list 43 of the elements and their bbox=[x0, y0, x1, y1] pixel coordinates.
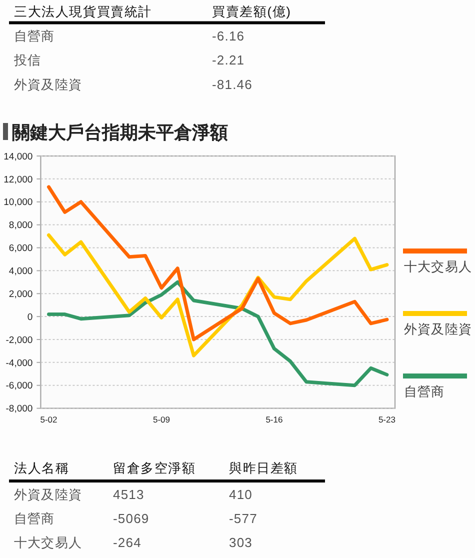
data-label: -5069 bbox=[113, 511, 150, 526]
text: 留倉多空淨額 bbox=[113, 460, 196, 476]
y-tick-label: 2,000 bbox=[8, 288, 33, 300]
legend-label: 十大交易人 bbox=[404, 259, 472, 274]
x-tick-label: 5-23 bbox=[378, 414, 396, 424]
data-label: -6.16 bbox=[212, 28, 245, 44]
text: 與昨日差額 bbox=[229, 460, 298, 476]
x-tick-label: 5-16 bbox=[266, 414, 283, 424]
y-tick-label: -6,000 bbox=[6, 380, 33, 392]
x-tick-label: 5-02 bbox=[40, 414, 58, 424]
legend-label: 自營商 bbox=[404, 384, 445, 399]
data-label: 410 bbox=[229, 487, 252, 502]
y-tick-label: 10,000 bbox=[4, 197, 33, 208]
data-label: -2.21 bbox=[212, 52, 245, 68]
data-label: 4513 bbox=[113, 487, 144, 502]
y-tick-label: 14,000 bbox=[4, 151, 33, 162]
y-tick-label: -2,000 bbox=[6, 334, 33, 346]
data-label: 303 bbox=[229, 535, 252, 550]
category-label: 外資及陸資 bbox=[14, 487, 82, 502]
line-series bbox=[47, 185, 389, 342]
legend-label: 外資及陸資 bbox=[404, 322, 472, 336]
data-label: -577 bbox=[229, 511, 258, 526]
data-label: -81.46 bbox=[212, 76, 252, 92]
category-label: 投信 bbox=[13, 52, 42, 68]
text: 三大法人現貨買賣統計 bbox=[14, 4, 152, 19]
line-series bbox=[47, 280, 389, 388]
y-tick-label: 4,000 bbox=[8, 266, 33, 278]
x-tick-label: 5-09 bbox=[152, 414, 170, 424]
line-series bbox=[47, 233, 389, 358]
y-tick-label: 6,000 bbox=[8, 243, 33, 254]
chart-title: 關鍵大戶台指期未平倉淨額 bbox=[12, 122, 228, 142]
category-label: 自營商 bbox=[14, 511, 55, 526]
y-tick-label: 12,000 bbox=[4, 174, 33, 186]
text: 法人名稱 bbox=[14, 460, 70, 476]
category-label: 自營商 bbox=[14, 28, 55, 44]
category-label: 外資及陸資 bbox=[14, 76, 82, 92]
category-label: 十大交易人 bbox=[14, 535, 82, 550]
y-tick-label: 0 bbox=[27, 312, 33, 323]
text: 買賣差額(億) bbox=[212, 4, 292, 19]
y-tick-label: 8,000 bbox=[8, 220, 33, 232]
y-tick-label: -8,000 bbox=[6, 404, 33, 415]
y-tick-label: -4,000 bbox=[6, 358, 33, 369]
data-label: -264 bbox=[113, 535, 142, 550]
